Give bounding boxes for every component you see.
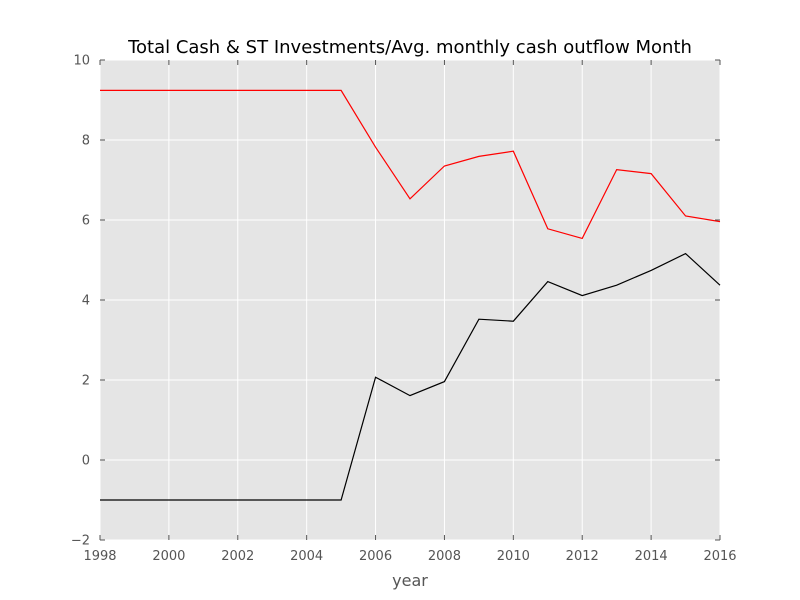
y-tick-label: 10	[73, 54, 90, 69]
x-tick-label: 2014	[635, 549, 668, 564]
tick-labels: 1998 2000 2002 2004 2006 2008 2010 2012 2014 2016…	[71, 54, 737, 565]
x-axis-label: year	[392, 571, 428, 590]
x-tick-label: 2016	[703, 549, 736, 564]
y-tick-label: 8	[82, 134, 90, 149]
y-tick-label: 0	[82, 454, 90, 469]
x-tick-label: 2004	[290, 549, 323, 564]
x-tick-label: 2008	[428, 549, 461, 564]
x-tick-label: 1998	[83, 549, 116, 564]
series-line-2	[100, 252, 721, 501]
series-line-1	[100, 89, 721, 240]
x-tick-label: 2000	[152, 549, 185, 564]
y-tick-label: 2	[82, 374, 90, 389]
y-tick-label: 6	[82, 214, 90, 229]
x-tick-label: 2012	[566, 549, 599, 564]
ticks	[99, 59, 721, 541]
y-tick-label: −2	[71, 534, 90, 549]
y-tick-label: 4	[82, 294, 90, 309]
x-tick-label: 2002	[221, 549, 254, 564]
chart-title: Total Cash & ST Investments/Avg. monthly…	[127, 37, 692, 58]
series-group	[100, 89, 721, 501]
x-tick-label: 2006	[359, 549, 392, 564]
x-tick-label: 2010	[497, 549, 530, 564]
